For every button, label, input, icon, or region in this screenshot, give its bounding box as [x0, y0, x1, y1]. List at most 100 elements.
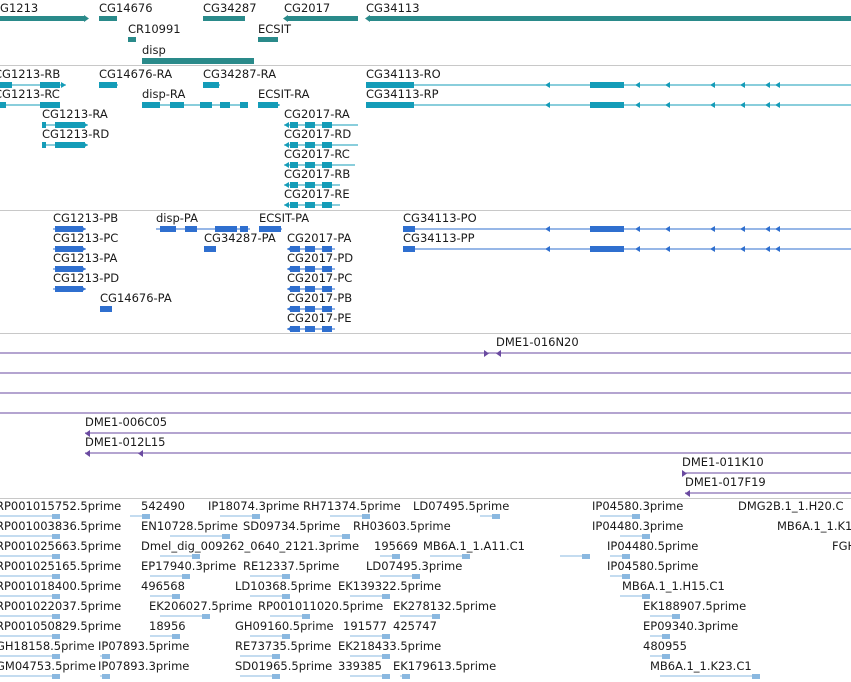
est-label[interactable]: GM04753.5prime [0, 659, 96, 673]
est-label[interactable]: EK188907.5prime [643, 599, 747, 613]
gene-glyph[interactable] [128, 37, 136, 42]
strand-arrow[interactable] [403, 226, 408, 232]
est-block[interactable] [622, 574, 630, 579]
est-block[interactable] [282, 634, 290, 639]
protein-domain-glyph[interactable] [403, 246, 415, 252]
strand-arrow[interactable] [284, 122, 289, 128]
clone-label[interactable]: DME1-016N20 [496, 335, 579, 349]
gene-glyph[interactable] [288, 16, 358, 21]
protein-label[interactable]: CG2017-PE [287, 311, 352, 325]
clone-end-marker[interactable] [85, 430, 90, 437]
gene-label[interactable]: CG14676 [99, 1, 153, 15]
strand-arrow[interactable] [366, 102, 371, 108]
est-label[interactable]: EK139322.5prime [338, 579, 442, 593]
strand-arrow[interactable] [284, 202, 289, 208]
exon-glyph[interactable] [305, 162, 315, 168]
transcript-label[interactable]: CG2017-RA [284, 107, 350, 121]
est-block[interactable] [302, 614, 310, 619]
strand-arrow[interactable] [81, 226, 86, 232]
protein-domain-glyph[interactable] [305, 266, 315, 272]
strand-arrow[interactable] [775, 82, 780, 88]
exon-glyph[interactable] [170, 102, 184, 108]
est-block[interactable] [52, 674, 60, 679]
exon-glyph[interactable] [99, 82, 117, 88]
strand-arrow[interactable] [545, 102, 550, 108]
est-block[interactable] [282, 594, 290, 599]
gene-glyph[interactable] [203, 16, 245, 21]
protein-domain-glyph[interactable] [290, 306, 300, 312]
protein-domain-glyph[interactable] [215, 226, 237, 232]
strand-arrow[interactable] [287, 326, 292, 332]
est-label[interactable]: 542490 [141, 499, 185, 513]
strand-arrow[interactable] [775, 226, 780, 232]
est-block[interactable] [622, 554, 630, 559]
exon-glyph[interactable] [590, 102, 624, 108]
est-block[interactable] [362, 514, 370, 519]
clone-end-marker[interactable] [685, 490, 690, 497]
exon-glyph[interactable] [305, 142, 315, 148]
est-block[interactable] [432, 614, 440, 619]
exon-glyph[interactable] [305, 202, 315, 208]
strand-arrow[interactable] [287, 246, 292, 252]
strand-arrow[interactable] [81, 266, 86, 272]
est-label[interactable]: FGH [832, 539, 851, 553]
est-block[interactable] [642, 534, 650, 539]
est-label[interactable]: EK218433.5prime [338, 639, 442, 653]
strand-arrow[interactable] [81, 246, 86, 252]
strand-arrow[interactable] [366, 82, 371, 88]
exon-glyph[interactable] [240, 102, 248, 108]
clone-label[interactable]: DME1-012L15 [85, 435, 166, 449]
transcript-label[interactable]: CG2017-RC [284, 147, 350, 161]
clone-label[interactable]: DME1-011K10 [682, 455, 764, 469]
strand-arrow[interactable] [740, 246, 745, 252]
est-block[interactable] [52, 634, 60, 639]
gene-glyph[interactable] [370, 16, 851, 21]
gene-glyph[interactable] [365, 15, 370, 22]
est-block[interactable] [52, 554, 60, 559]
est-block[interactable] [382, 634, 390, 639]
gene-glyph[interactable] [99, 16, 117, 21]
est-block[interactable] [752, 674, 760, 679]
exon-glyph[interactable] [366, 102, 414, 108]
est-label[interactable]: RP001011020.5prime [258, 599, 384, 613]
strand-arrow[interactable] [740, 226, 745, 232]
exon-glyph[interactable] [40, 102, 60, 108]
est-label[interactable]: GH18158.5prime [0, 639, 95, 653]
clone-end-marker[interactable] [496, 350, 501, 357]
protein-domain-glyph[interactable] [185, 226, 197, 232]
est-label[interactable]: IP04480.5prime [607, 539, 699, 553]
est-label[interactable]: RH71374.5prime [303, 499, 401, 513]
protein-label[interactable]: CG2017-PA [287, 231, 352, 245]
strand-arrow[interactable] [740, 102, 745, 108]
est-block[interactable] [382, 654, 390, 659]
protein-label[interactable]: CG34113-PP [403, 231, 475, 245]
strand-arrow[interactable] [83, 142, 88, 148]
est-label[interactable]: RP001018400.5prime [0, 579, 122, 593]
transcript-label[interactable]: CG2017-RB [284, 167, 351, 181]
protein-label[interactable]: CG1213-PA [53, 251, 118, 265]
protein-domain-glyph[interactable] [100, 306, 112, 312]
clone-end-marker[interactable] [85, 450, 90, 457]
est-label[interactable]: IP04480.3prime [592, 519, 684, 533]
protein-domain-glyph[interactable] [204, 246, 216, 252]
est-label[interactable]: IP07893.3prime [98, 659, 190, 673]
est-block[interactable] [402, 674, 410, 679]
protein-domain-glyph[interactable] [290, 326, 300, 332]
protein-domain-glyph[interactable] [290, 246, 300, 252]
exon-glyph[interactable] [305, 182, 315, 188]
est-block[interactable] [662, 654, 670, 659]
est-label[interactable]: RE12337.5prime [243, 559, 340, 573]
est-label[interactable]: RP001015752.5prime [0, 499, 122, 513]
est-block[interactable] [382, 674, 390, 679]
strand-arrow[interactable] [83, 122, 88, 128]
protein-domain-glyph[interactable] [55, 266, 83, 272]
protein-label[interactable]: CG1213-PC [53, 231, 119, 245]
est-block[interactable] [282, 574, 290, 579]
est-label[interactable]: MB6A.1_1.H15.C1 [622, 579, 725, 593]
est-label[interactable]: IP07893.5prime [98, 639, 190, 653]
exon-glyph[interactable] [42, 122, 46, 128]
est-label[interactable]: MB6A.1_1.A11.C1 [423, 539, 525, 553]
est-label[interactable]: EP09340.3prime [643, 619, 739, 633]
gene-label[interactable]: CG34113 [366, 1, 420, 15]
est-block[interactable] [222, 534, 230, 539]
